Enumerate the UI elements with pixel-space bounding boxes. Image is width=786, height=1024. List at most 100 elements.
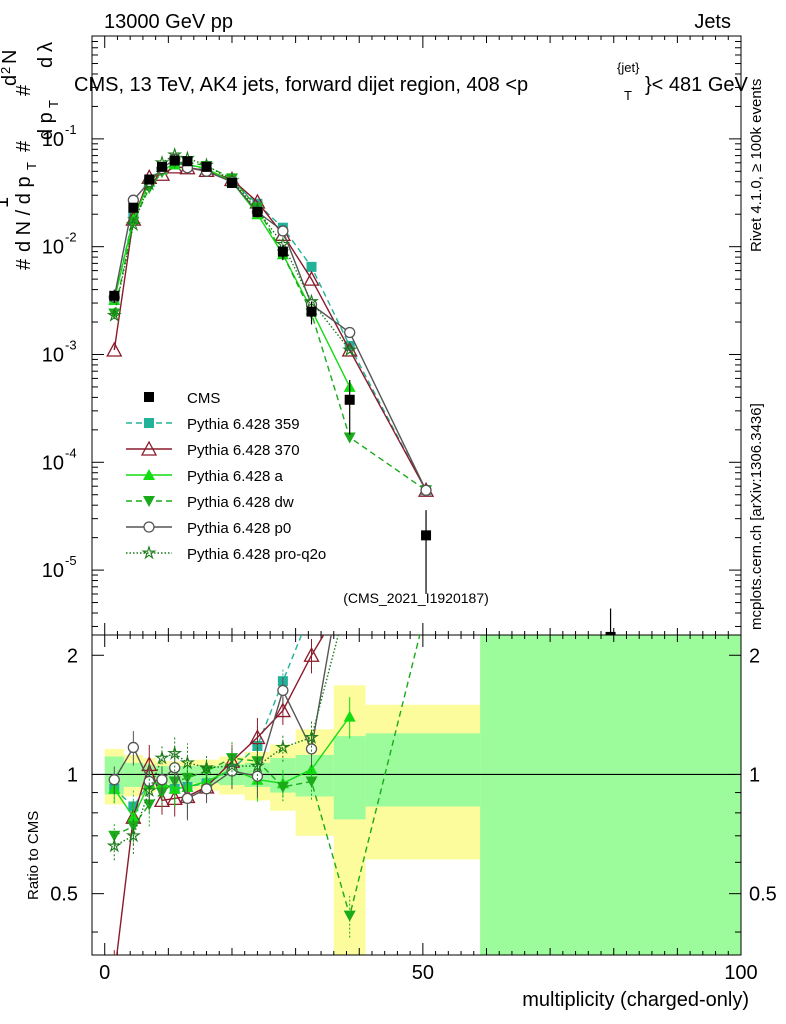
svg-text:d N / d p: d N / d p (13, 176, 35, 252)
ratio-point-4 (421, 605, 431, 615)
legend-item-3: Pythia 6.428 a (126, 468, 284, 485)
x-tick-label: 50 (412, 962, 434, 984)
ratio-point-2 (168, 782, 181, 794)
series-point-5 (342, 342, 358, 357)
y-tick-exponent: -3 (65, 337, 77, 352)
y-tick-exponent: -2 (65, 230, 77, 245)
plot-title: CMS, 13 TeV, AK4 jets, forward dijet reg… (74, 60, 749, 103)
cms-point (156, 161, 167, 172)
title-pt-sub: T (624, 88, 632, 103)
legend-label: Pythia 6.428 a (187, 468, 284, 485)
svg-text:2: 2 (0, 67, 13, 74)
cms-point (226, 177, 237, 188)
series-point-3 (343, 432, 356, 444)
x-tick-label: 100 (724, 962, 757, 984)
x-axis-label: multiplicity (charged-only) (522, 989, 749, 1011)
cms-point (306, 306, 317, 317)
ratio-point-5 (275, 739, 291, 754)
ratio-point-2 (305, 763, 318, 775)
series-line-4 (113, 158, 427, 491)
legend-marker (143, 521, 155, 533)
cms-point (344, 394, 355, 405)
ratio-point-5 (125, 827, 141, 843)
ratio-tick-label-right: 0.5 (749, 884, 777, 906)
series-point-4 (420, 484, 432, 496)
ratio-point-3 (276, 781, 289, 793)
cms-point (277, 246, 288, 257)
legend-marker (140, 440, 158, 456)
series-point-5 (125, 216, 141, 232)
cms-point (182, 156, 193, 167)
svg-text:N: N (0, 50, 21, 64)
y-axis-label-ratio: Ratio to CMS (25, 811, 42, 900)
main-panel-axes: 10-510-410-310-210-1 (42, 35, 742, 636)
y-tick-label: 10 (42, 237, 64, 259)
main-panel-series (106, 147, 616, 635)
ratio-point-1 (303, 646, 320, 662)
ratio-point-0 (421, 605, 431, 615)
cms-point (421, 530, 432, 541)
ratio-frame (91, 634, 742, 956)
series-point-4 (277, 225, 289, 237)
legend-label: CMS (187, 390, 220, 407)
ratio-point-5 (303, 729, 320, 744)
y-tick-exponent: -1 (65, 122, 77, 137)
ratio-point-5 (179, 754, 195, 770)
y-tick-exponent: -5 (65, 553, 77, 568)
ratio-point-5 (224, 758, 240, 773)
svg-text:d p: d p (35, 112, 57, 140)
legend-marker (143, 496, 155, 507)
legend-marker (144, 392, 154, 402)
ratio-point-3 (127, 821, 140, 833)
mcplots-label: mcplots.cern.ch [arXiv:1306.3436] (748, 403, 765, 630)
series-point-3 (127, 216, 140, 228)
ratio-point-3 (200, 766, 213, 778)
ratio-tick-label: 0.5 (50, 884, 78, 906)
ratio-point-3 (420, 605, 432, 616)
legend-item-6: Pythia 6.428 pro-q2o (126, 545, 326, 563)
legend-marker (141, 545, 157, 560)
ratio-point-5 (198, 759, 215, 775)
ratio-panel-series (106, 523, 432, 955)
legend-label: Pythia 6.428 359 (187, 416, 300, 433)
legend-label: Pythia 6.428 p0 (187, 520, 291, 537)
svg-text:1: 1 (0, 197, 13, 208)
cms-point (252, 206, 263, 217)
category-label: Jets (694, 11, 731, 33)
series-line-2 (113, 163, 351, 388)
ratio-tick-label-right: 1 (749, 764, 760, 786)
series-point-1 (106, 341, 123, 357)
series-point-0 (306, 261, 317, 272)
ratio-line-5 (113, 635, 340, 847)
legend-item-1: Pythia 6.428 359 (126, 416, 300, 433)
svg-text:#: # (13, 140, 35, 152)
ratio-tick-label: 2 (67, 645, 78, 667)
ratio-point-3 (143, 799, 156, 811)
title-pt-sup: {jet} (617, 60, 640, 75)
y-tick-label: 10 (42, 129, 64, 151)
svg-text:λ: λ (35, 42, 57, 52)
y-tick-exponent: -4 (65, 445, 77, 460)
cms-point (605, 631, 616, 635)
legend-label: Pythia 6.428 370 (187, 442, 300, 459)
ratio-tick-label: 1 (67, 764, 78, 786)
svg-text:#: # (13, 84, 35, 96)
ratio-point-5 (249, 758, 265, 773)
legend-item-2: Pythia 6.428 370 (126, 440, 300, 459)
ratio-point-4 (156, 774, 168, 786)
title-main: CMS, 13 TeV, AK4 jets, forward dijet reg… (74, 74, 528, 96)
cms-point (201, 161, 212, 172)
stat-band-11 (333, 736, 366, 820)
ratio-point-4 (108, 774, 120, 786)
ratio-point-3 (343, 910, 356, 922)
svg-text:d: d (35, 57, 57, 68)
ratio-point-4 (305, 743, 318, 755)
ratio-point-5 (106, 837, 122, 853)
cms-point (109, 290, 120, 301)
ratio-point-4 (200, 783, 213, 795)
x-tick-label: 0 (99, 962, 110, 984)
svg-text:#: # (13, 258, 35, 270)
series-point-0 (344, 340, 355, 351)
ratio-point-4 (345, 523, 355, 533)
legend-marker (143, 469, 155, 480)
